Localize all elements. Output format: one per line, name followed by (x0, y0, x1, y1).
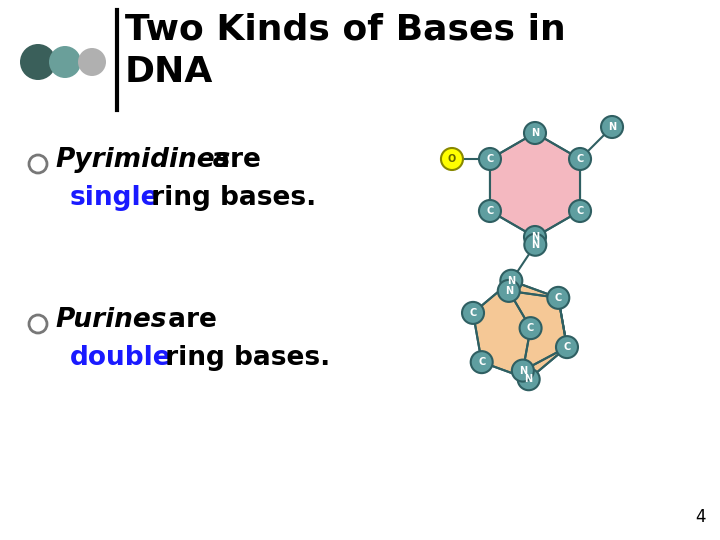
Text: ring bases.: ring bases. (142, 185, 316, 211)
Circle shape (479, 148, 501, 170)
Text: C: C (486, 154, 494, 164)
Circle shape (569, 200, 591, 222)
Text: C: C (478, 357, 485, 367)
Circle shape (441, 148, 463, 170)
Circle shape (601, 116, 623, 138)
Text: C: C (469, 308, 477, 318)
Text: N: N (519, 366, 527, 376)
Text: N: N (525, 374, 533, 384)
Text: Purines: Purines (55, 307, 166, 333)
Text: C: C (554, 293, 562, 303)
Text: are: are (203, 147, 261, 173)
Circle shape (29, 315, 47, 333)
Text: N: N (508, 276, 516, 286)
Circle shape (556, 336, 578, 358)
Text: N: N (531, 240, 539, 250)
Text: ring bases.: ring bases. (156, 345, 330, 371)
Text: C: C (577, 154, 584, 164)
Circle shape (520, 317, 541, 339)
Text: single: single (70, 185, 160, 211)
Circle shape (29, 155, 47, 173)
Text: N: N (608, 122, 616, 132)
Circle shape (518, 368, 540, 390)
Circle shape (524, 234, 546, 256)
Text: 4: 4 (695, 508, 706, 526)
Circle shape (78, 48, 106, 76)
Circle shape (462, 302, 484, 324)
Circle shape (20, 44, 56, 80)
Circle shape (524, 226, 546, 248)
Text: N: N (531, 128, 539, 138)
Circle shape (471, 351, 492, 373)
Circle shape (49, 46, 81, 78)
Polygon shape (490, 133, 580, 237)
Circle shape (512, 360, 534, 382)
Text: N: N (531, 232, 539, 242)
Text: are: are (159, 307, 217, 333)
Text: C: C (563, 342, 571, 352)
Text: Pyrimidines: Pyrimidines (55, 147, 230, 173)
Circle shape (498, 280, 520, 302)
Text: N: N (505, 286, 513, 296)
Polygon shape (473, 281, 567, 379)
Circle shape (569, 148, 591, 170)
Circle shape (524, 122, 546, 144)
Text: DNA: DNA (125, 55, 213, 89)
Text: Two Kinds of Bases in: Two Kinds of Bases in (125, 13, 566, 47)
Text: C: C (486, 206, 494, 216)
Text: C: C (577, 206, 584, 216)
Polygon shape (509, 291, 567, 370)
Text: O: O (448, 154, 456, 164)
Text: C: C (527, 323, 534, 333)
Text: double: double (70, 345, 171, 371)
Circle shape (479, 200, 501, 222)
Circle shape (500, 270, 522, 292)
Circle shape (547, 287, 570, 309)
